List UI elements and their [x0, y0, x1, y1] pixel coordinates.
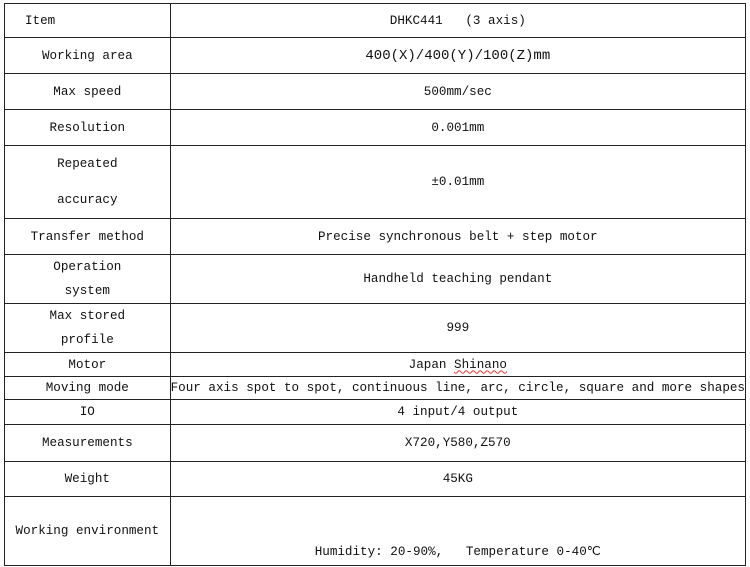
spec-label: Resolution [4, 109, 171, 146]
spec-value: Precise synchronous belt + step motor [169, 218, 747, 255]
table-row: Weight 45KG [4, 461, 747, 497]
spec-value-text: DHKC441 (3 axis) [389, 13, 526, 28]
spec-table: Item DHKC441 (3 axis) Working area 400(X… [4, 3, 747, 566]
spec-value: 500mm/sec [169, 73, 747, 110]
spec-label: Repeated accuracy [4, 145, 171, 219]
table-row: Operation system Handheld teaching penda… [4, 254, 747, 304]
table-row: Max stored profile 999 [4, 303, 747, 353]
table-row: Item DHKC441 (3 axis) [4, 3, 747, 38]
table-row: IO 4 input/4 output [4, 399, 747, 425]
spec-value-text: Japan [408, 357, 455, 372]
table-row: Working area 400(X)/400(Y)/100(Z)mm [4, 37, 747, 74]
spec-label: Transfer method [4, 218, 171, 255]
spec-label: Working environment [4, 496, 171, 566]
table-row: Working environment Humidity: 20-90%, Te… [4, 496, 747, 566]
spec-value: Japan Shinano [169, 352, 747, 377]
spec-value: 400(X)/400(Y)/100(Z)mm [169, 37, 747, 74]
spec-value: Humidity: 20-90%, Temperature 0-40℃ [169, 496, 747, 566]
table-row: Measurements X720,Y580,Z570 [4, 424, 747, 462]
spec-label: Moving mode [4, 376, 171, 400]
spec-label: IO [4, 399, 171, 425]
spec-value: X720,Y580,Z570 [169, 424, 747, 462]
spec-label: Weight [4, 461, 171, 497]
table-row: Moving mode Four axis spot to spot, cont… [4, 376, 747, 400]
spec-label: Max speed [4, 73, 171, 110]
spellcheck-flagged-word: Shinano [454, 357, 507, 372]
spec-value: 4 input/4 output [169, 399, 747, 425]
table-row: Max speed 500mm/sec [4, 73, 747, 110]
spec-value-text: Humidity: 20-90%, Temperature 0-40℃ [314, 545, 601, 559]
table-row: Motor Japan Shinano [4, 352, 747, 377]
spec-value: ±0.01mm [169, 145, 747, 219]
spec-value: 0.001mm [169, 109, 747, 146]
spec-value: Handheld teaching pendant [169, 254, 747, 304]
spec-label: Motor [4, 352, 171, 377]
spec-value: DHKC441 (3 axis) [169, 3, 747, 38]
table-row: Resolution 0.001mm [4, 109, 747, 146]
spec-label: Measurements [4, 424, 171, 462]
spec-label: Item [4, 3, 171, 38]
spec-label: Working area [4, 37, 171, 74]
spec-value: Four axis spot to spot, continuous line,… [169, 376, 747, 400]
table-row: Transfer method Precise synchronous belt… [4, 218, 747, 255]
spec-value: 999 [169, 303, 747, 353]
table-row: Repeated accuracy ±0.01mm [4, 145, 747, 219]
spec-label: Max stored profile [4, 303, 171, 353]
spec-value: 45KG [169, 461, 747, 497]
spec-label: Operation system [4, 254, 171, 304]
